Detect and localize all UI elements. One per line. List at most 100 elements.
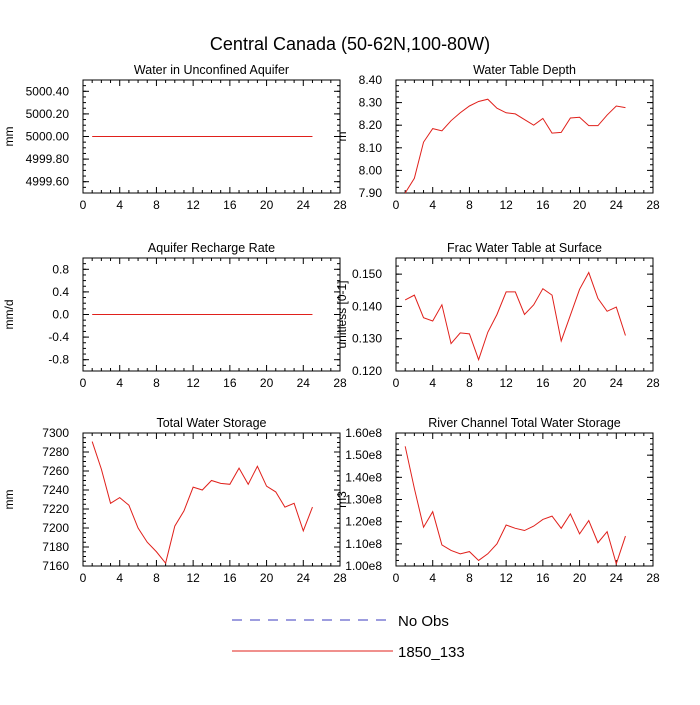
y-tick-label: 0.150 <box>352 267 382 281</box>
y-tick-label: 4999.80 <box>26 152 70 166</box>
chart-panel-2: Water Table Depth 0 4 8 12 16 20 24 28 7.90 8.00 8.… <box>335 63 660 212</box>
y-tick-label: 7200 <box>42 521 69 535</box>
x-tick-label: 16 <box>536 198 550 212</box>
y-axis-label: m3 <box>335 491 349 508</box>
x-tick-label: 12 <box>499 376 513 390</box>
x-tick-label: 8 <box>153 376 160 390</box>
legend-label: No Obs <box>398 613 449 630</box>
panel-title: Total Water Storage <box>156 416 266 430</box>
panel-title: Frac Water Table at Surface <box>447 241 602 255</box>
y-tick-label: 8.00 <box>359 163 383 177</box>
x-tick-label: 12 <box>186 571 200 585</box>
x-tick-label: 0 <box>80 571 87 585</box>
y-tick-label: 7260 <box>42 464 69 478</box>
y-axis-label: unitless [0-1] <box>335 280 349 348</box>
y-tick-label: 1.50e8 <box>345 448 382 462</box>
x-tick-label: 0 <box>80 198 87 212</box>
x-tick-label: 28 <box>646 376 660 390</box>
x-tick-label: 16 <box>223 571 237 585</box>
y-tick-label: 1.00e8 <box>345 559 382 573</box>
y-tick-label: 7160 <box>42 559 69 573</box>
panel-title: River Channel Total Water Storage <box>428 416 621 430</box>
x-tick-label: 20 <box>260 571 274 585</box>
plot-frame <box>395 79 654 194</box>
x-tick-label: 0 <box>393 571 400 585</box>
y-tick-label: 1.60e8 <box>345 426 382 440</box>
panel-title: Water Table Depth <box>473 63 576 77</box>
page-title: Central Canada (50-62N,100-80W) <box>210 34 490 54</box>
y-tick-label: 7300 <box>42 426 69 440</box>
x-tick-label: 16 <box>223 376 237 390</box>
x-tick-label: 24 <box>297 376 311 390</box>
x-tick-label: 28 <box>333 376 347 390</box>
x-tick-label: 20 <box>573 198 587 212</box>
y-tick-label: 5000.40 <box>26 84 70 98</box>
y-tick-label: 0.8 <box>52 262 69 276</box>
y-tick-label: 0.4 <box>52 285 69 299</box>
x-tick-label: 0 <box>393 376 400 390</box>
y-tick-label: 7180 <box>42 540 69 554</box>
plot-frame <box>395 432 654 567</box>
x-tick-label: 24 <box>610 198 624 212</box>
x-tick-label: 8 <box>466 376 473 390</box>
x-tick-label: 4 <box>116 376 123 390</box>
y-tick-label: 8.10 <box>359 141 383 155</box>
x-tick-label: 28 <box>646 571 660 585</box>
y-tick-label: 8.40 <box>359 73 383 87</box>
series-line-1 <box>404 271 626 362</box>
y-tick-label: -0.8 <box>48 353 69 367</box>
chart-panel-3: Aquifer Recharge Rate 0 4 8 12 16 20 24 28 -0.8 -0… <box>2 241 347 390</box>
x-tick-label: 12 <box>186 198 200 212</box>
x-tick-label: 24 <box>610 376 624 390</box>
panels: Water in Unconfined Aquifer 0 4 8 12 16 20 24 28… <box>2 63 660 585</box>
panel-title: Water in Unconfined Aquifer <box>134 63 289 77</box>
x-tick-label: 12 <box>186 376 200 390</box>
x-tick-label: 4 <box>429 571 436 585</box>
y-tick-label: 0.140 <box>352 299 382 313</box>
chart-panel-5: Total Water Storage 0 4 8 12 16 20 24 28 7160 7180… <box>2 416 347 585</box>
x-tick-label: 16 <box>536 376 550 390</box>
y-tick-label: 5000.20 <box>26 107 70 121</box>
x-tick-label: 24 <box>297 198 311 212</box>
x-tick-label: 4 <box>116 571 123 585</box>
x-tick-label: 8 <box>466 198 473 212</box>
chart-panel-1: Water in Unconfined Aquifer 0 4 8 12 16 20 24 28… <box>2 63 347 212</box>
series-line-1 <box>91 441 313 565</box>
x-tick-label: 24 <box>297 571 311 585</box>
chart-panel-4: Frac Water Table at Surface 0 4 8 12 16 20 24 28… <box>335 241 660 390</box>
y-tick-label: 7.90 <box>359 186 383 200</box>
y-tick-label: 5000.00 <box>26 130 70 144</box>
x-tick-label: 28 <box>333 571 347 585</box>
x-tick-label: 28 <box>646 198 660 212</box>
panel-title: Aquifer Recharge Rate <box>148 241 275 255</box>
y-tick-label: 0.120 <box>352 364 382 378</box>
y-tick-label: 0.0 <box>52 308 69 322</box>
x-tick-label: 4 <box>429 198 436 212</box>
x-tick-label: 8 <box>466 571 473 585</box>
y-tick-label: 1.20e8 <box>345 515 382 529</box>
x-tick-label: 16 <box>536 571 550 585</box>
x-tick-label: 20 <box>260 376 274 390</box>
series-line-1 <box>404 98 626 194</box>
y-axis-label: m <box>335 132 349 142</box>
x-tick-label: 4 <box>429 376 436 390</box>
x-tick-label: 12 <box>499 198 513 212</box>
y-tick-label: 1.40e8 <box>345 470 382 484</box>
x-tick-label: 0 <box>393 198 400 212</box>
y-tick-label: 1.10e8 <box>345 537 382 551</box>
chart-panel-6: River Channel Total Water Storage 0 4 8 12 16… <box>335 416 660 585</box>
y-tick-label: -0.4 <box>48 330 69 344</box>
y-tick-label: 8.20 <box>359 118 383 132</box>
x-tick-label: 28 <box>333 198 347 212</box>
y-axis-label: mm <box>2 127 16 147</box>
x-tick-label: 16 <box>223 198 237 212</box>
y-tick-label: 4999.60 <box>26 175 70 189</box>
y-tick-label: 7280 <box>42 445 69 459</box>
x-tick-label: 8 <box>153 571 160 585</box>
x-tick-label: 20 <box>573 376 587 390</box>
series-line-1 <box>404 446 626 566</box>
x-tick-label: 24 <box>610 571 624 585</box>
y-axis-label: mm <box>2 490 16 510</box>
legend: No Obs 1850_133 <box>232 613 465 661</box>
